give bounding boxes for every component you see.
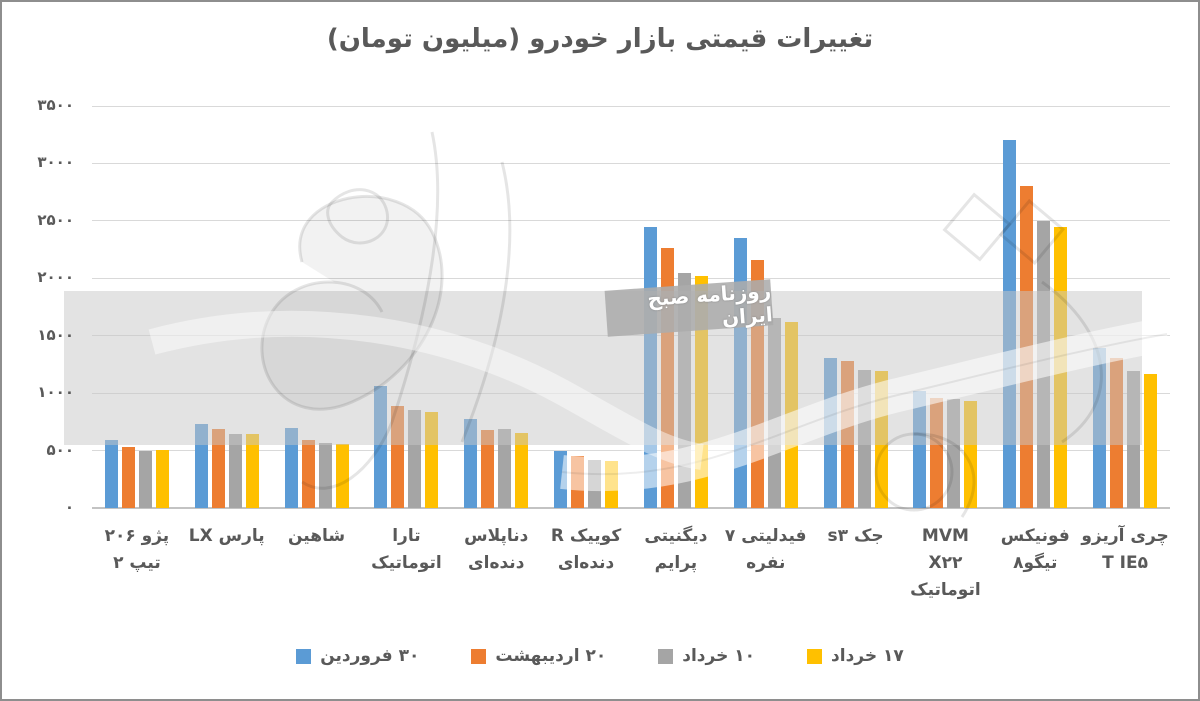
bar bbox=[138, 451, 152, 508]
legend-label: ۱۷ خرداد bbox=[831, 646, 904, 666]
y-tick-label: ۲۰۰۰ bbox=[37, 268, 74, 287]
x-category-label: تارا اتوماتیک bbox=[371, 526, 442, 573]
bar bbox=[481, 430, 495, 508]
watermark-band bbox=[64, 291, 1142, 445]
bar bbox=[155, 450, 169, 508]
legend-swatch bbox=[296, 648, 312, 664]
legend-label: ۳۰ فروردین bbox=[320, 646, 420, 666]
bar-group bbox=[272, 106, 362, 508]
x-category-label: پارس LX bbox=[188, 526, 265, 546]
bar bbox=[121, 447, 135, 508]
bar-group bbox=[92, 106, 182, 508]
chart-title: تغییرات قیمتی بازار خودرو (میلیون تومان) bbox=[326, 24, 874, 54]
legend-entry: ۳۰ فروردین bbox=[296, 646, 419, 666]
y-tick-label: ۱۵۰۰ bbox=[37, 325, 74, 344]
y-tick-label: ۲۵۰۰ bbox=[37, 210, 74, 229]
bar bbox=[228, 434, 242, 508]
legend-swatch bbox=[658, 648, 674, 664]
x-category-label: کوییک R دنده‌ای bbox=[550, 526, 622, 573]
x-category-label: دناپلاس دنده‌ای bbox=[464, 526, 529, 573]
gridline bbox=[92, 507, 1170, 509]
legend-label: ۱۰ خرداد bbox=[682, 646, 756, 666]
x-category-label: چری آریزو T IE۵ bbox=[1081, 526, 1169, 573]
y-tick-label: ۵۰۰ bbox=[46, 440, 74, 459]
legend: ۳۰ فروردین ۲۰ اردیبهشت ۱۰ خرداد ۱۷ خرداد bbox=[2, 646, 1198, 666]
bar bbox=[211, 429, 225, 508]
bar bbox=[554, 451, 568, 508]
x-axis-labels: پژو ۲۰۶ تیپ ۲ پارس LX شاهین تارا اتوماتیک دن… bbox=[92, 523, 1170, 638]
bar bbox=[245, 434, 259, 508]
bar bbox=[194, 424, 208, 508]
legend-entry: ۱۰ خرداد bbox=[658, 646, 755, 666]
bar bbox=[571, 456, 585, 508]
legend-label: ۲۰ اردیبهشت bbox=[495, 646, 607, 666]
y-axis-labels: ۳۵۰۰ ۳۰۰۰ ۲۵۰۰ ۲۰۰۰ ۱۵۰۰ ۱۰۰۰ ۵۰۰ ۰ bbox=[2, 2, 78, 699]
x-category-label: فیدلیتی ۷ نفره bbox=[724, 526, 807, 573]
bar bbox=[104, 440, 118, 508]
bar-group bbox=[182, 106, 272, 508]
gridline bbox=[92, 162, 1170, 164]
bar bbox=[588, 460, 602, 508]
bar bbox=[284, 428, 298, 508]
legend-entry: ۲۰ اردیبهشت bbox=[471, 646, 606, 666]
y-tick-label: ۰ bbox=[64, 498, 74, 516]
gridline bbox=[92, 220, 1170, 222]
bar bbox=[301, 440, 315, 508]
x-category-label: فونیکس تیگو۸ bbox=[1000, 526, 1070, 573]
legend-swatch bbox=[807, 648, 823, 664]
y-tick-label: ۱۰۰۰ bbox=[37, 383, 74, 402]
bar bbox=[605, 461, 619, 508]
gridline bbox=[92, 277, 1170, 279]
x-category-label: MVM X۲۲ اتوماتیک bbox=[910, 526, 981, 600]
x-category-label: جک s۳ bbox=[827, 526, 884, 546]
x-category-label: پژو ۲۰۶ تیپ ۲ bbox=[104, 526, 170, 573]
gridline bbox=[92, 105, 1170, 107]
bar bbox=[318, 443, 332, 508]
x-category-label: دیگنیتی پرایم bbox=[644, 526, 708, 573]
legend-entry: ۱۷ خرداد bbox=[807, 646, 904, 666]
y-tick-label: ۳۰۰۰ bbox=[37, 153, 74, 172]
x-category-label: شاهین bbox=[288, 526, 346, 546]
bar bbox=[515, 433, 529, 508]
legend-swatch bbox=[471, 648, 487, 664]
bar bbox=[498, 429, 512, 508]
bar bbox=[1144, 374, 1158, 508]
y-tick-label: ۳۵۰۰ bbox=[37, 96, 74, 114]
bar bbox=[335, 444, 349, 508]
